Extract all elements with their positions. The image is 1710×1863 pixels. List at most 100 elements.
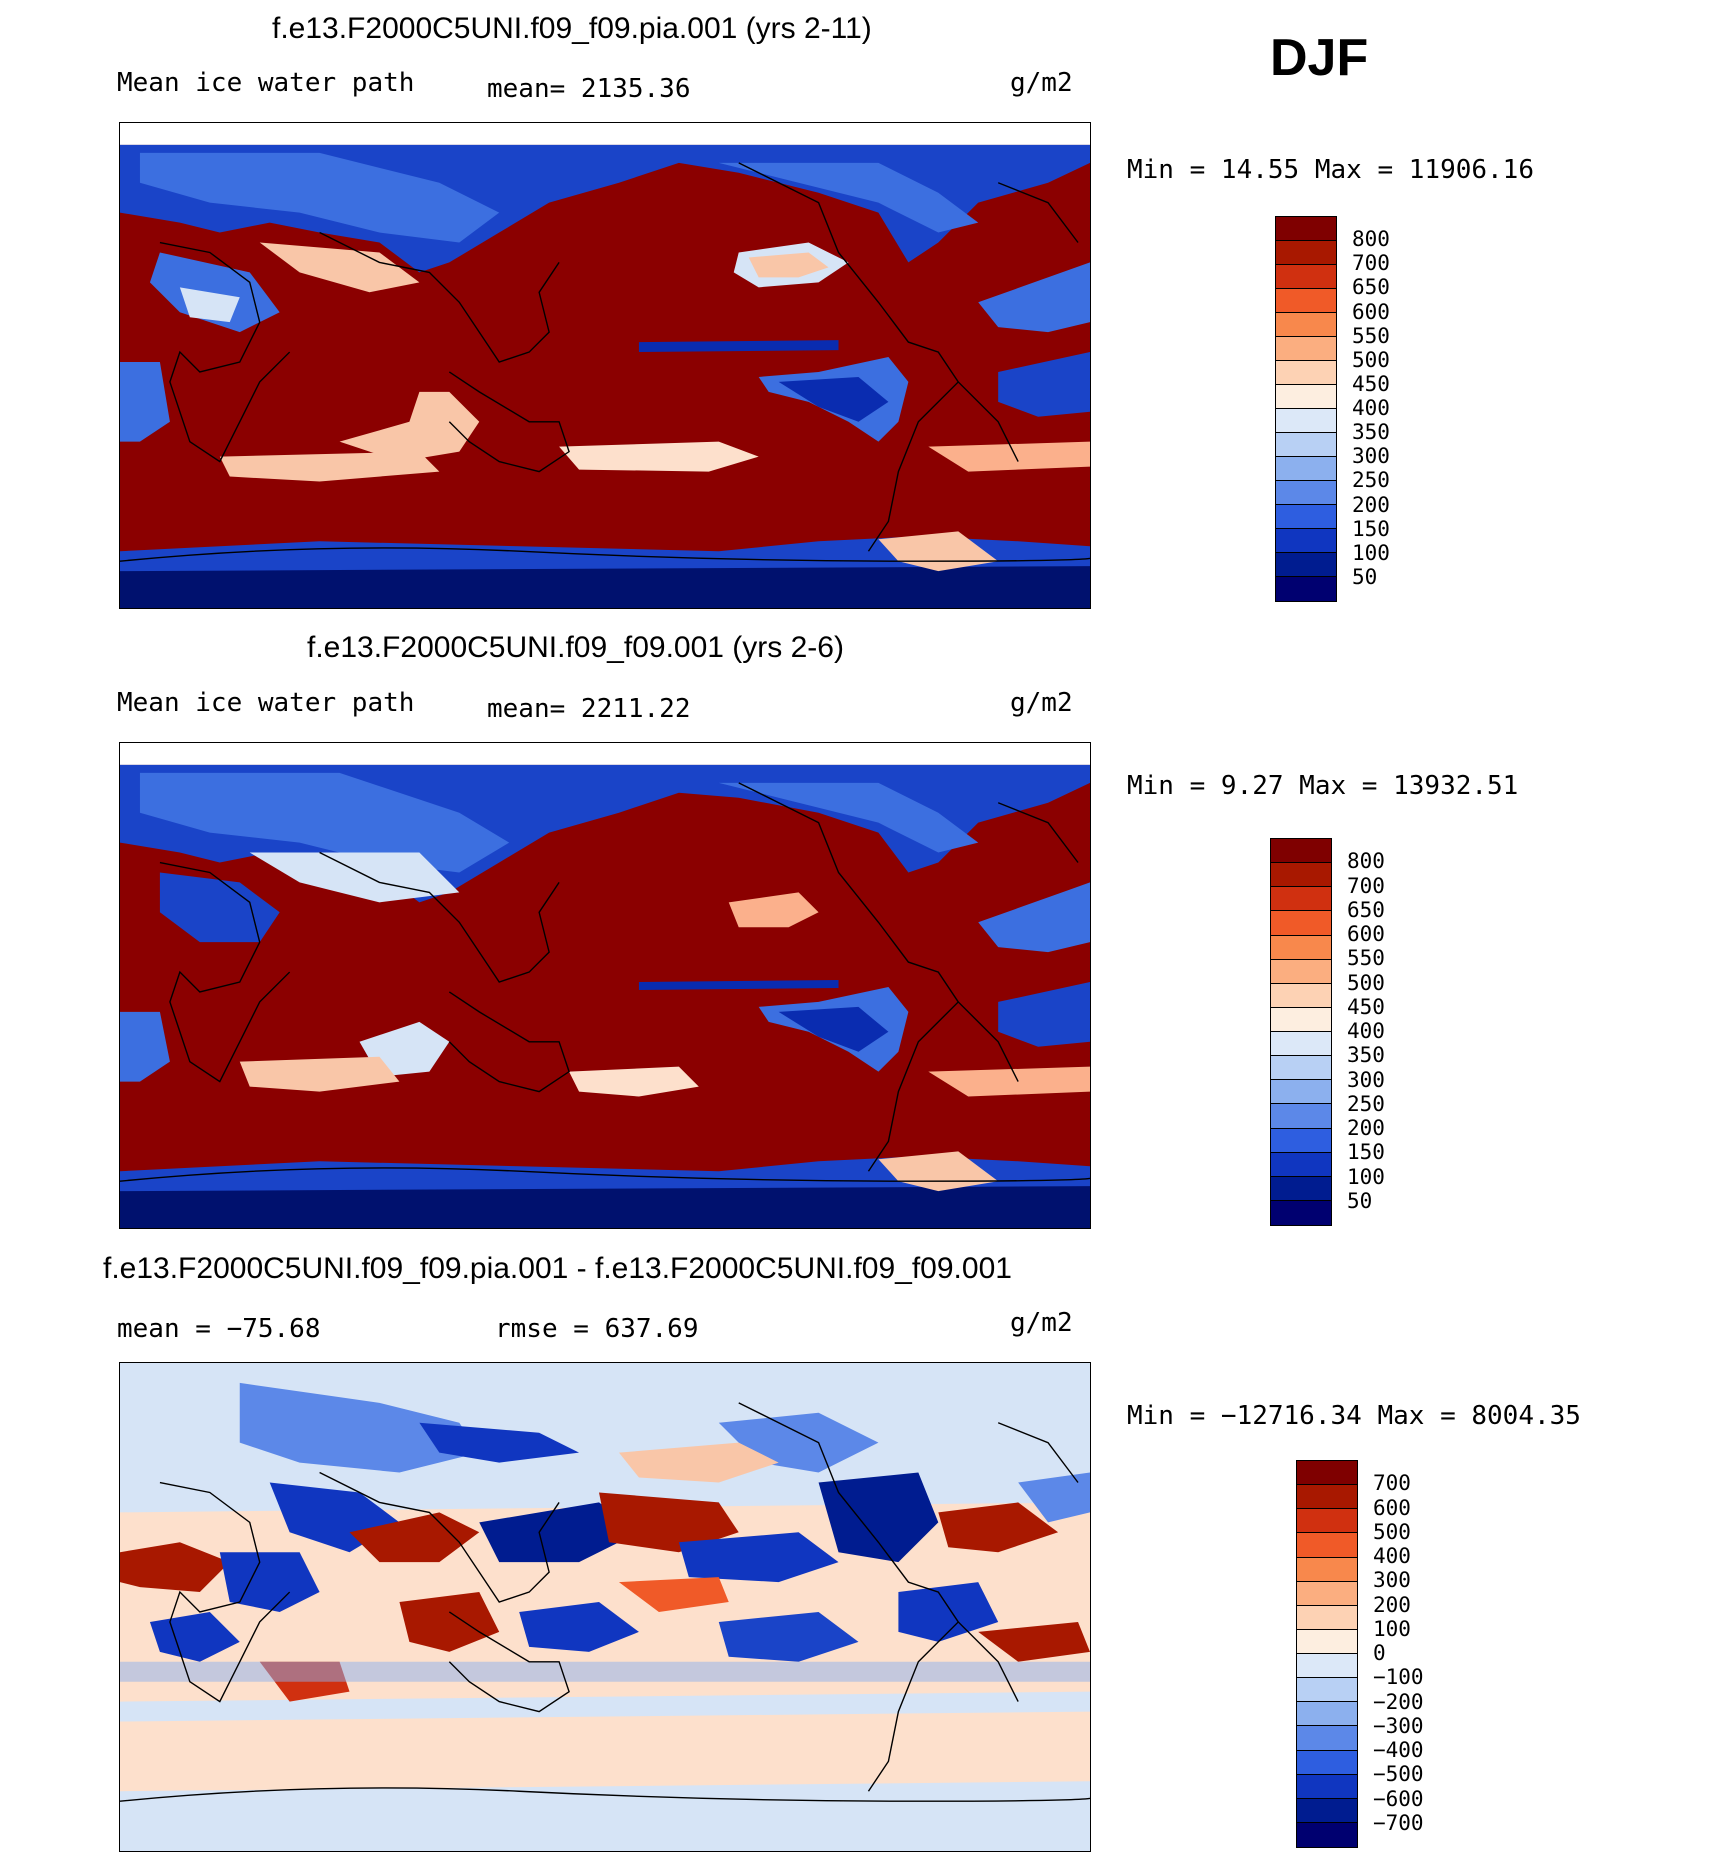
colorbar-swatch [1271,1152,1331,1177]
colorbar-swatch [1271,1176,1331,1201]
colorbar-swatch [1271,959,1331,984]
panel-2-title: f.e13.F2000C5UNI.f09_f09.001 (yrs 2-6) [307,631,844,664]
colorbar-tick-label: 500 [1352,347,1390,372]
panel-1-minmax: Min = 14.55 Max = 11906.16 [1127,155,1534,185]
panel-1-title: f.e13.F2000C5UNI.f09_f09.pia.001 (yrs 2-… [272,12,872,45]
panel-3-map-svg [120,1363,1090,1851]
colorbar-tick-label: −700 [1373,1810,1424,1835]
colorbar-swatch [1271,1007,1331,1032]
colorbar-swatch [1297,1581,1357,1606]
colorbar-swatch [1276,577,1336,601]
colorbar-tick-label: 600 [1347,922,1385,946]
colorbar-tick-label: 450 [1352,371,1390,396]
colorbar-swatch [1297,1774,1357,1799]
colorbar-swatch [1271,839,1331,864]
colorbar-tick-label: 350 [1352,420,1390,445]
colorbar-swatch [1297,1654,1357,1679]
colorbar-swatch [1276,433,1336,457]
panel-1-map-svg [120,123,1090,608]
colorbar-tick-label: 400 [1373,1544,1411,1568]
colorbar-tick-label: 100 [1347,1164,1385,1189]
colorbar-swatch [1297,1533,1357,1558]
colorbar-swatch [1297,1798,1357,1823]
season-label: DJF [1270,29,1369,87]
colorbar-swatch [1271,887,1331,912]
colorbar-swatch [1276,409,1336,433]
colorbar-tick-label: 400 [1347,1019,1385,1043]
panel-3-colorbar [1296,1460,1358,1848]
colorbar-tick-label: 550 [1352,323,1390,348]
colorbar-swatch [1276,457,1336,481]
panel-2-mean-label: mean= 2211.22 [487,694,691,724]
colorbar-tick-label: 600 [1352,299,1390,324]
panel-1-map [119,122,1091,609]
colorbar-swatch [1297,1726,1357,1751]
colorbar-tick-label: −500 [1373,1762,1424,1787]
panel-2-map [119,742,1091,1229]
colorbar-tick-label: 50 [1347,1188,1373,1213]
panel-3-mean-label: mean = −75.68 [117,1314,321,1344]
colorbar-swatch [1297,1629,1357,1654]
colorbar-tick-label: 200 [1347,1116,1385,1140]
panel-2-colorbar [1270,838,1332,1226]
colorbar-tick-label: 250 [1352,468,1390,493]
colorbar-tick-label: 800 [1347,849,1385,874]
colorbar-swatch [1271,1056,1331,1081]
colorbar-swatch [1276,313,1336,337]
colorbar-tick-label: 400 [1352,396,1390,420]
colorbar-tick-label: 200 [1373,1592,1411,1617]
colorbar-tick-label: −300 [1373,1713,1424,1738]
colorbar-tick-label: 700 [1373,1471,1411,1496]
colorbar-tick-label: 300 [1347,1067,1385,1092]
panel-1-colorbar [1275,216,1337,602]
colorbar-swatch [1276,553,1336,577]
colorbar-tick-label: 700 [1352,251,1390,276]
colorbar-swatch [1271,935,1331,960]
panel-3-minmax: Min = −12716.34 Max = 8004.35 [1127,1401,1581,1431]
panel-2-units-label: g/m2 [1010,688,1073,718]
colorbar-tick-label: 0 [1373,1641,1386,1665]
colorbar-swatch [1297,1605,1357,1630]
panel-3-units-label: g/m2 [1010,1308,1073,1338]
colorbar-swatch [1297,1702,1357,1727]
colorbar-swatch [1276,241,1336,265]
colorbar-tick-label: 100 [1373,1616,1411,1641]
colorbar-swatch [1271,911,1331,936]
colorbar-swatch [1276,505,1336,529]
colorbar-tick-label: 800 [1352,227,1390,252]
colorbar-swatch [1297,1678,1357,1703]
panel-2-variable-label: Mean ice water path [117,688,415,718]
colorbar-swatch [1276,289,1336,313]
panel-3-map [119,1362,1091,1852]
colorbar-tick-label: 300 [1373,1568,1411,1593]
colorbar-swatch [1271,1104,1331,1129]
panel-1-mean-label: mean= 2135.36 [487,74,691,104]
panel-1-variable-label: Mean ice water path [117,68,415,98]
colorbar-tick-label: 500 [1373,1519,1411,1544]
colorbar-tick-label: −600 [1373,1786,1424,1811]
colorbar-tick-label: 700 [1347,873,1385,898]
colorbar-tick-label: −200 [1373,1689,1424,1714]
colorbar-tick-label: 150 [1347,1140,1385,1165]
panel-3-rmse-label: rmse = 637.69 [495,1314,699,1344]
panel-2-minmax: Min = 9.27 Max = 13932.51 [1127,771,1519,801]
colorbar-tick-label: 50 [1352,564,1378,589]
colorbar-tick-label: 550 [1347,946,1385,971]
colorbar-swatch [1276,265,1336,289]
colorbar-swatch [1276,529,1336,553]
colorbar-swatch [1271,863,1331,888]
colorbar-tick-label: 500 [1347,970,1385,995]
colorbar-swatch [1297,1461,1357,1486]
colorbar-tick-label: 100 [1352,540,1390,565]
colorbar-tick-label: 650 [1352,275,1390,300]
colorbar-tick-label: 650 [1347,897,1385,922]
colorbar-swatch [1271,1200,1331,1225]
colorbar-swatch [1297,1509,1357,1534]
colorbar-swatch [1297,1822,1357,1847]
colorbar-swatch [1271,1080,1331,1105]
colorbar-swatch [1276,361,1336,385]
panel-2-map-svg [120,743,1090,1228]
colorbar-swatch [1276,481,1336,505]
colorbar-tick-label: 250 [1347,1091,1385,1116]
colorbar-tick-label: 300 [1352,444,1390,469]
